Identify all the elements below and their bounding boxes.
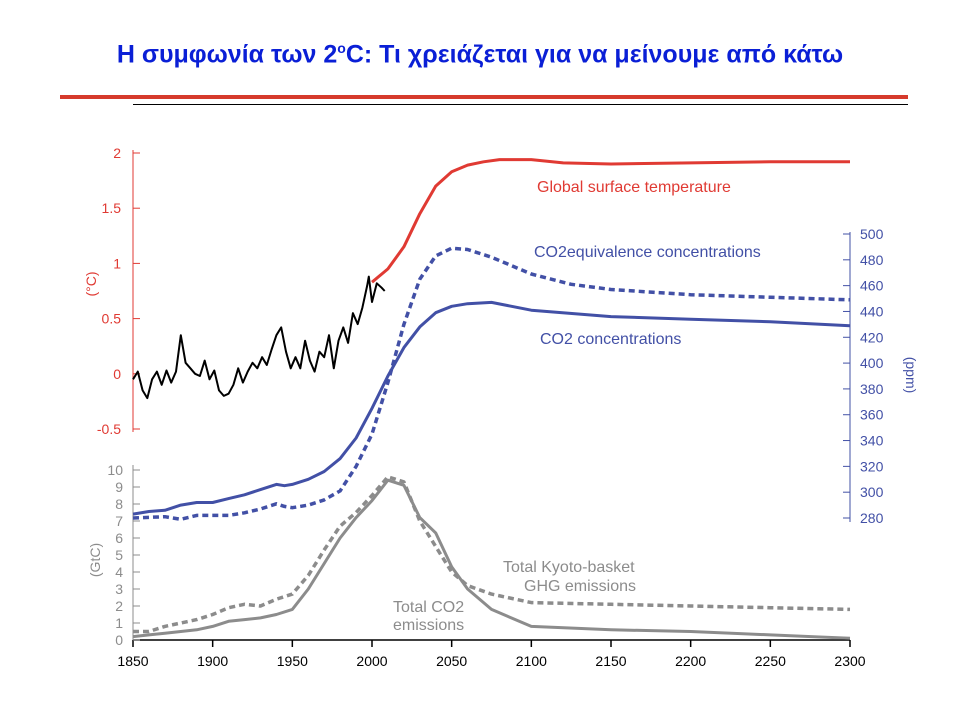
emissions-axis-tick-label: 0 — [115, 632, 123, 648]
co2equivalence-concentrations-line — [132, 246, 851, 522]
x-axis-tick-label: 1950 — [277, 653, 308, 669]
concentration-axis-tick-label: 320 — [860, 458, 884, 474]
concentration-axis-tick-label: 500 — [860, 226, 884, 242]
title-rule-red — [60, 95, 908, 99]
total-co2-emissions-line — [132, 478, 851, 640]
emissions-axis-tick-label: 7 — [115, 513, 123, 529]
annotation-label: Global surface temperature — [537, 179, 731, 196]
annotation-label: Total Kyoto-basket — [503, 559, 635, 576]
x-axis-tick-label: 2300 — [834, 653, 865, 669]
annotation-label: emissions — [393, 617, 464, 634]
label-layer: Global surface temperature CO2equivalence… — [393, 179, 761, 634]
x-axis-tick-label: 2150 — [595, 653, 626, 669]
emissions-axis-tick-label: 1 — [115, 615, 123, 631]
x-axis-tick-label: 2050 — [436, 653, 467, 669]
co2-concentrations-line — [132, 300, 851, 516]
emissions-axis-label: (GtC) — [87, 543, 103, 577]
total-kyoto-basket-ghg-emissions-line — [133, 475, 851, 634]
annotation-label: GHG emissions — [524, 578, 636, 595]
annotation-label: CO2equivalence concentrations — [534, 244, 761, 261]
observed-temperature-line — [132, 275, 386, 400]
emissions-axis-tick-label: 6 — [115, 530, 123, 546]
temperature-axis-tick-label: -0.5 — [97, 421, 121, 437]
axes-layer: 1850 1900 1950 2000 2050 2100 2150 2200 2250 2300… — [83, 145, 919, 669]
emissions-axis-tick-label: 3 — [115, 581, 123, 597]
x-axis-tick-label: 2250 — [755, 653, 786, 669]
emissions-axis-tick-label: 10 — [107, 462, 123, 478]
emissions-axis-tick-label: 2 — [115, 598, 123, 614]
title-rule-black — [133, 104, 908, 105]
emissions-axis-tick-label: 9 — [115, 479, 123, 495]
emissions-axis-tick-label: 4 — [115, 564, 123, 580]
slide-title: Η συμφωνία των 2oC: Τι χρειάζεται για να… — [0, 40, 960, 69]
temperature-axis-label: (°C) — [83, 271, 99, 296]
temperature-axis-tick-label: 0 — [113, 366, 121, 382]
concentration-axis-tick-label: 420 — [860, 329, 884, 345]
slide-title-rest: C: Τι χρειάζεται για να μείνουμε από κάτ… — [345, 40, 844, 69]
x-axis-tick-label: 2200 — [675, 653, 706, 669]
concentration-axis-tick-label: 280 — [860, 510, 884, 526]
concentration-axis-tick-label: 460 — [860, 278, 884, 294]
concentration-axis-tick-label: 300 — [860, 484, 884, 500]
slide-title-main: Η συμφωνία των 2 — [116, 40, 338, 69]
temperature-axis-tick-label: 0.5 — [102, 311, 122, 327]
emissions-axis-tick-label: 8 — [115, 496, 123, 512]
concentration-axis-tick-label: 380 — [860, 381, 884, 397]
annotation-label: Total CO2 — [393, 599, 464, 616]
x-axis-tick-label: 1850 — [117, 653, 148, 669]
temperature-axis-tick-label: 2 — [113, 145, 121, 161]
temperature-axis-tick-label: 1.5 — [102, 200, 122, 216]
global-surface-temperature-line — [371, 158, 850, 284]
x-axis-tick-label: 2100 — [516, 653, 547, 669]
concentration-axis-tick-label: 340 — [860, 433, 884, 449]
temperature-axis-tick-label: 1 — [113, 255, 121, 271]
concentration-axis-tick-label: 480 — [860, 252, 884, 268]
x-axis-tick-label: 2000 — [356, 653, 387, 669]
annotation-label: CO2 concentrations — [540, 331, 681, 348]
slide-title-degree-sup: o — [337, 40, 346, 56]
concentration-axis-tick-label: 360 — [860, 407, 884, 423]
concentration-axis-tick-label: 400 — [860, 355, 884, 371]
emissions-axis-tick-label: 5 — [115, 547, 123, 563]
series-layer — [132, 158, 851, 640]
x-axis-tick-label: 1900 — [197, 653, 228, 669]
concentration-axis-tick-label: 440 — [860, 303, 884, 319]
concentration-axis-label: (ppm) — [903, 357, 919, 394]
